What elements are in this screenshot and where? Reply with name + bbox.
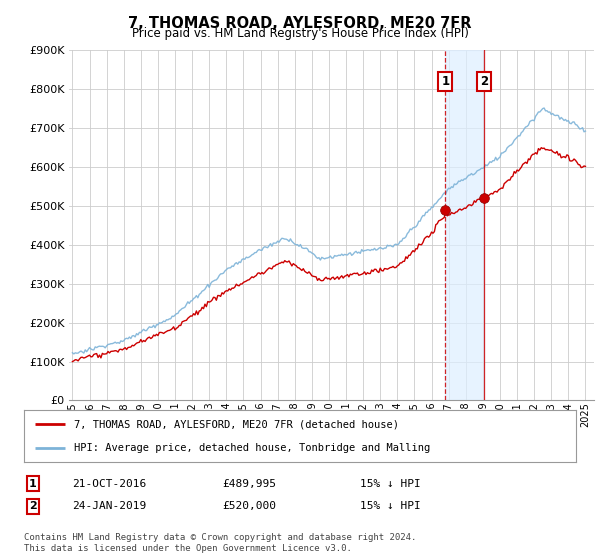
- Text: Contains HM Land Registry data © Crown copyright and database right 2024.
This d: Contains HM Land Registry data © Crown c…: [24, 533, 416, 553]
- Text: 2: 2: [29, 501, 37, 511]
- Text: £520,000: £520,000: [222, 501, 276, 511]
- Text: 21-OCT-2016: 21-OCT-2016: [72, 479, 146, 489]
- Text: 15% ↓ HPI: 15% ↓ HPI: [360, 479, 421, 489]
- Bar: [445, 50, 484, 400]
- Text: 2: 2: [480, 75, 488, 88]
- Text: 24-JAN-2019: 24-JAN-2019: [72, 501, 146, 511]
- Text: Price paid vs. HM Land Registry's House Price Index (HPI): Price paid vs. HM Land Registry's House …: [131, 27, 469, 40]
- Text: HPI: Average price, detached house, Tonbridge and Malling: HPI: Average price, detached house, Tonb…: [74, 443, 430, 453]
- Text: 7, THOMAS ROAD, AYLESFORD, ME20 7FR: 7, THOMAS ROAD, AYLESFORD, ME20 7FR: [128, 16, 472, 31]
- Text: £489,995: £489,995: [222, 479, 276, 489]
- Text: 1: 1: [442, 75, 449, 88]
- Text: 15% ↓ HPI: 15% ↓ HPI: [360, 501, 421, 511]
- Text: 1: 1: [29, 479, 37, 489]
- Text: 7, THOMAS ROAD, AYLESFORD, ME20 7FR (detached house): 7, THOMAS ROAD, AYLESFORD, ME20 7FR (det…: [74, 419, 398, 430]
